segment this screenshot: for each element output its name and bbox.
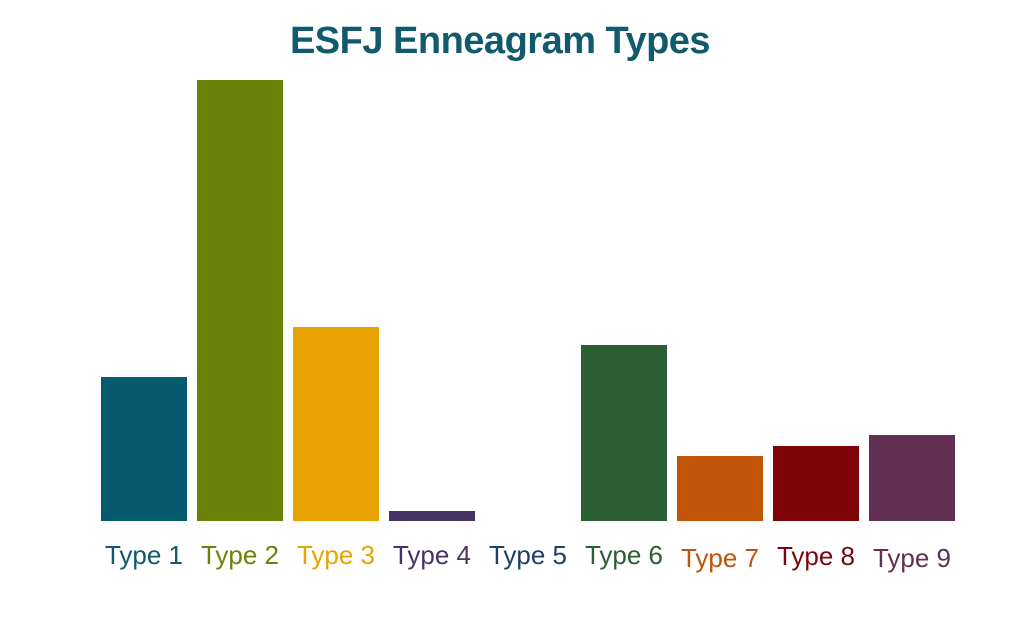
- chart-title: ESFJ Enneagram Types: [289, 20, 711, 62]
- x-label-type-4: Type 4: [392, 540, 472, 570]
- x-label-type-5: Type 5: [488, 540, 568, 570]
- bar-type-1: [101, 376, 187, 521]
- plot-area: [101, 80, 955, 521]
- bar-type-7: [677, 455, 763, 521]
- x-axis-labels: Type 1 Type 2 Type 3 Type 4 Type 5 Type …: [101, 538, 955, 573]
- bar-type-9: [869, 435, 955, 521]
- x-label-type-2: Type 2: [200, 540, 280, 570]
- x-label-type-1: Type 1: [104, 540, 184, 570]
- bar-type-8: [773, 446, 859, 521]
- x-label-type-9: Type 9: [872, 543, 952, 573]
- x-label-type-3: Type 3: [296, 540, 376, 570]
- bar-type-2: [197, 80, 283, 521]
- x-label-type-7: Type 7: [680, 543, 760, 573]
- x-label-type-6: Type 6: [584, 540, 664, 570]
- bar-type-4: [389, 510, 475, 521]
- bar-type-6: [581, 345, 667, 521]
- x-label-type-8: Type 8: [776, 541, 856, 571]
- bar-type-3: [293, 326, 379, 521]
